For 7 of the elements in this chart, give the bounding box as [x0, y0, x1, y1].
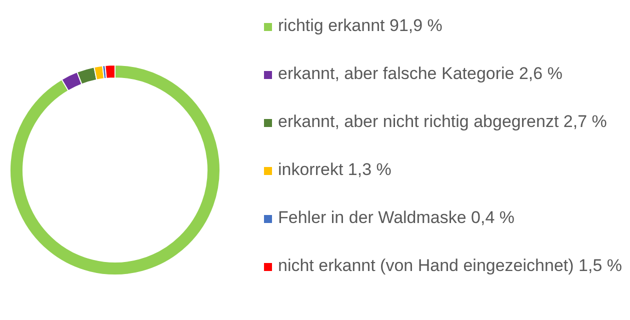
legend-label: Fehler in der Waldmaske 0,4 % — [278, 207, 515, 229]
legend-label: erkannt, aber nicht richtig abgegrenzt 2,7 % — [278, 111, 607, 133]
legend-label: erkannt, aber falsche Kategorie 2,6 % — [278, 63, 562, 85]
legend-label: inkorrekt 1,3 % — [278, 159, 392, 181]
legend-label: richtig erkannt 91,9 % — [278, 15, 442, 37]
legend-label: nicht erkannt (von Hand eingezeichnet) 1,5 % — [278, 255, 622, 277]
donut-slice — [10, 64, 220, 276]
